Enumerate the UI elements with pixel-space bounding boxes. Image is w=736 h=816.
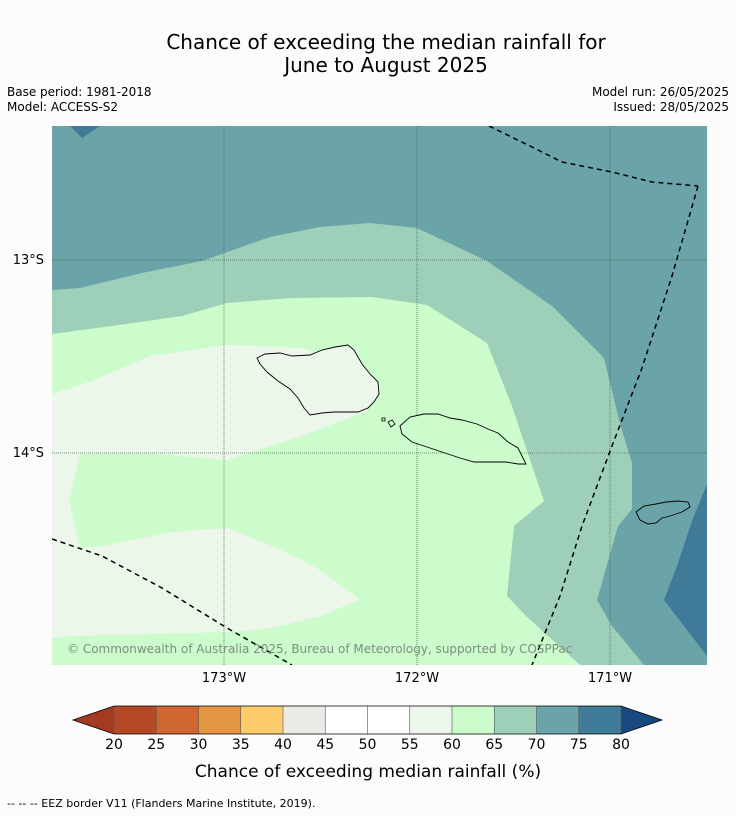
colorbar-tick-label: 25 bbox=[147, 737, 166, 753]
colorbar-tick-label: 30 bbox=[189, 737, 208, 753]
colorbar-segment bbox=[240, 706, 284, 734]
colorbar-segment bbox=[536, 706, 580, 734]
colorbar-segment bbox=[156, 706, 199, 734]
island-manono bbox=[387, 419, 396, 428]
colorbar-segment bbox=[494, 706, 537, 734]
lat-label-13S: 13°S bbox=[12, 253, 44, 268]
map-svg bbox=[51, 125, 707, 666]
region-55-60-south bbox=[52, 454, 360, 638]
colorbar-tick-label: 80 bbox=[612, 737, 630, 753]
model-run: Model run: 26/05/2025 bbox=[591, 85, 729, 99]
island-tutuila bbox=[635, 500, 691, 525]
colorbar-segment bbox=[283, 706, 326, 734]
colorbar-segment bbox=[325, 706, 368, 734]
island-upolu bbox=[399, 413, 527, 465]
meta-left: Base period: 1981-2018 Model: ACCESS-S2 bbox=[7, 85, 152, 115]
eez-border-south bbox=[51, 538, 293, 666]
lon-label-172W: 172°W bbox=[394, 671, 440, 686]
island-savaii bbox=[256, 344, 380, 416]
title-line-2: June to August 2025 bbox=[284, 53, 488, 77]
colorbar-tick-label: 50 bbox=[358, 737, 377, 753]
island-apolima bbox=[381, 417, 386, 422]
map-area bbox=[51, 125, 707, 666]
eez-border-east bbox=[531, 185, 699, 666]
colorbar bbox=[71, 705, 664, 735]
map-title: Chance of exceeding the median rainfall … bbox=[0, 31, 736, 77]
copyright-text: © Commonwealth of Australia 2025, Bureau… bbox=[67, 642, 573, 656]
colorbar-segment bbox=[409, 706, 453, 734]
colorbar-arrow-low bbox=[73, 706, 114, 734]
region-75-80-east bbox=[664, 484, 707, 656]
colorbar-segment bbox=[578, 706, 622, 734]
colorbar-tick-label: 55 bbox=[400, 737, 419, 753]
colorbar-segment bbox=[452, 706, 495, 734]
colorbar-segment bbox=[367, 706, 411, 734]
colorbar-title: Chance of exceeding median rainfall (%) bbox=[194, 762, 542, 782]
lon-label-171W: 171°W bbox=[587, 671, 633, 686]
meta-right: Model run: 26/05/2025 Issued: 28/05/2025 bbox=[592, 85, 729, 115]
colorbar-tick-label: 70 bbox=[527, 737, 546, 753]
lon-label-173W: 173°W bbox=[201, 671, 247, 686]
title-line-1: Chance of exceeding the median rainfall … bbox=[166, 30, 606, 54]
colorbar-segment bbox=[198, 706, 242, 734]
colorbar-tick-label: 60 bbox=[443, 737, 461, 753]
colorbar-tick-label: 65 bbox=[485, 737, 504, 753]
colorbar-outline bbox=[71, 705, 664, 735]
colorbar-tick-label: 45 bbox=[316, 737, 335, 753]
eez-footer-note: -- -- -- EEZ border V11 (Flanders Marine… bbox=[7, 797, 316, 810]
colorbar-tick-label: 40 bbox=[274, 737, 292, 753]
lat-label-14S: 14°S bbox=[12, 446, 44, 461]
colorbar-segment bbox=[114, 706, 157, 734]
eez-border-north bbox=[488, 125, 699, 187]
model-name: Model: ACCESS-S2 bbox=[7, 100, 119, 114]
colorbar-tick-label: 20 bbox=[105, 737, 123, 753]
colorbar-arrow-high bbox=[621, 706, 662, 734]
base-period: Base period: 1981-2018 bbox=[7, 85, 152, 99]
region-75-80-north bbox=[70, 126, 100, 138]
colorbar-tick-label: 75 bbox=[569, 737, 588, 753]
colorbar-tick-label: 35 bbox=[231, 737, 250, 753]
issued-date: Issued: 28/05/2025 bbox=[613, 100, 729, 114]
